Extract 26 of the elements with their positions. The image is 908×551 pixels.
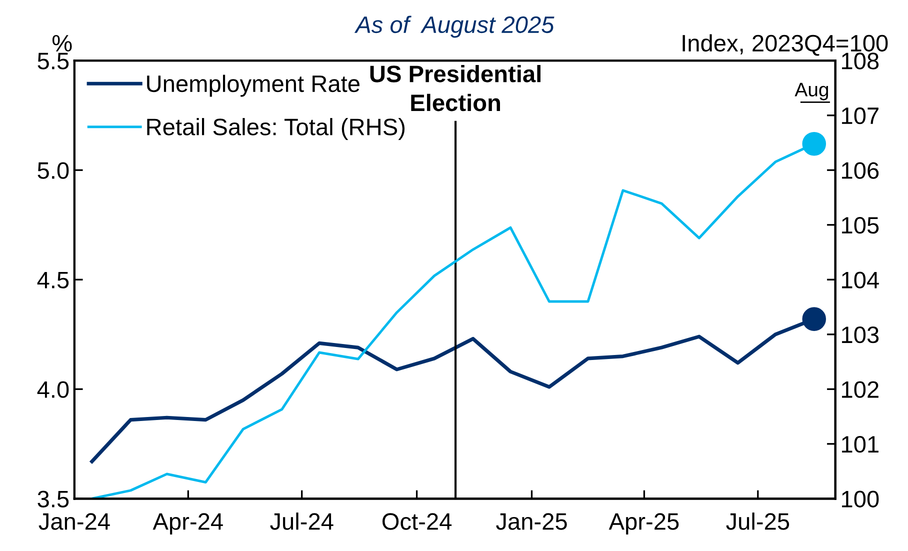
y-tick-label: 3.5	[38, 490, 69, 508]
y-tick-label: 5.0	[38, 162, 69, 179]
y2-tick-label: 105	[842, 216, 879, 234]
x-tick-label: Jul-25	[726, 512, 790, 530]
y2-tick-label: 104	[842, 272, 879, 288]
y2-tick-label: 102	[842, 381, 878, 398]
x-tick-label: Jan-24	[38, 513, 110, 530]
x-tick-label: Jul-24	[270, 512, 334, 530]
y-axis-title: %	[52, 34, 72, 52]
y-tick-label: 4.0	[37, 381, 69, 398]
y-tick-label: 5.5	[38, 52, 69, 70]
ref-line-label: US Presidential Election	[370, 64, 540, 112]
y2-tick-label: 107	[842, 107, 878, 124]
x-tick-label: Jan-25	[496, 513, 567, 530]
y2-tick-label: 101	[842, 436, 878, 453]
x-tick-label: Oct-24	[382, 513, 452, 530]
y2-tick-label: 100	[842, 490, 879, 508]
legend-label: Retail Sales: Total (RHS)	[147, 118, 405, 140]
y2-tick-label: 106	[842, 162, 879, 179]
chart-title: As of August 2025	[354, 16, 554, 38]
legend-label: Unemployment Rate	[147, 74, 360, 97]
x-tick-label: Apr-24	[152, 513, 223, 535]
y-tick-label: 4.5	[37, 272, 69, 288]
annotation: Aug	[794, 82, 828, 100]
x-tick-label: Apr-25	[608, 513, 679, 535]
y2-tick-label: 103	[842, 326, 879, 344]
